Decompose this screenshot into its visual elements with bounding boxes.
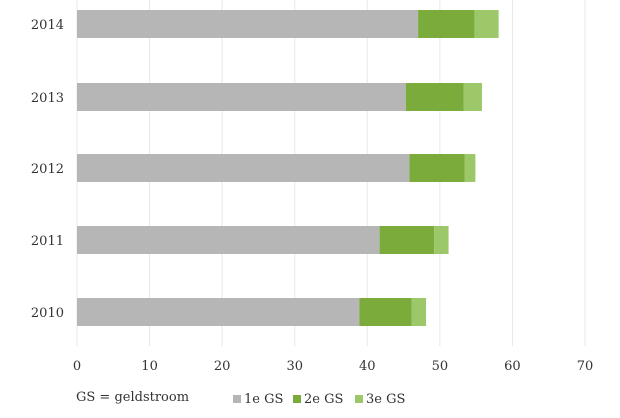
bar-segment (359, 298, 412, 326)
x-tick-label: 20 (214, 359, 231, 374)
legend-swatch (355, 395, 363, 403)
legend-label: 1e GS (244, 392, 283, 407)
bar-segment (409, 154, 465, 182)
legend-swatch (233, 395, 241, 403)
bar-segment (379, 226, 435, 254)
bar-segment (411, 298, 427, 326)
x-tick-label: 0 (73, 359, 81, 374)
y-axis-labels: 2014 2013 2012 2011 2010 (31, 18, 64, 321)
x-tick-label: 50 (432, 359, 449, 374)
bar-segment (77, 83, 406, 111)
x-axis-tick-labels: 0 10 20 30 40 50 60 70 (73, 359, 593, 374)
y-tick-label: 2010 (31, 306, 64, 321)
x-tick-label: 70 (577, 359, 594, 374)
bar-segment (418, 10, 475, 38)
legend-label: 2e GS (304, 392, 343, 407)
y-tick-label: 2013 (31, 91, 64, 106)
y-tick-label: 2014 (31, 18, 64, 33)
legend-swatch (293, 395, 301, 403)
bar-segment (77, 154, 410, 182)
bar-segment (463, 83, 482, 111)
legend-label: 3e GS (366, 392, 405, 407)
x-tick-label: 30 (286, 359, 303, 374)
bar-segment (77, 10, 419, 38)
x-tick-label: 40 (359, 359, 376, 374)
bar-segment (77, 298, 360, 326)
bar-segment (434, 226, 449, 254)
bar-segment (464, 154, 476, 182)
y-tick-label: 2012 (31, 162, 64, 177)
footnote: GS = geldstroom (76, 390, 190, 405)
x-tick-label: 10 (141, 359, 158, 374)
bar-segment (405, 83, 464, 111)
legend: 1e GS 2e GS 3e GS (233, 392, 405, 407)
bar-segment (77, 226, 380, 254)
bar-segment (474, 10, 499, 38)
x-tick-label: 60 (504, 359, 521, 374)
y-tick-label: 2011 (31, 234, 64, 249)
bars (77, 10, 499, 326)
